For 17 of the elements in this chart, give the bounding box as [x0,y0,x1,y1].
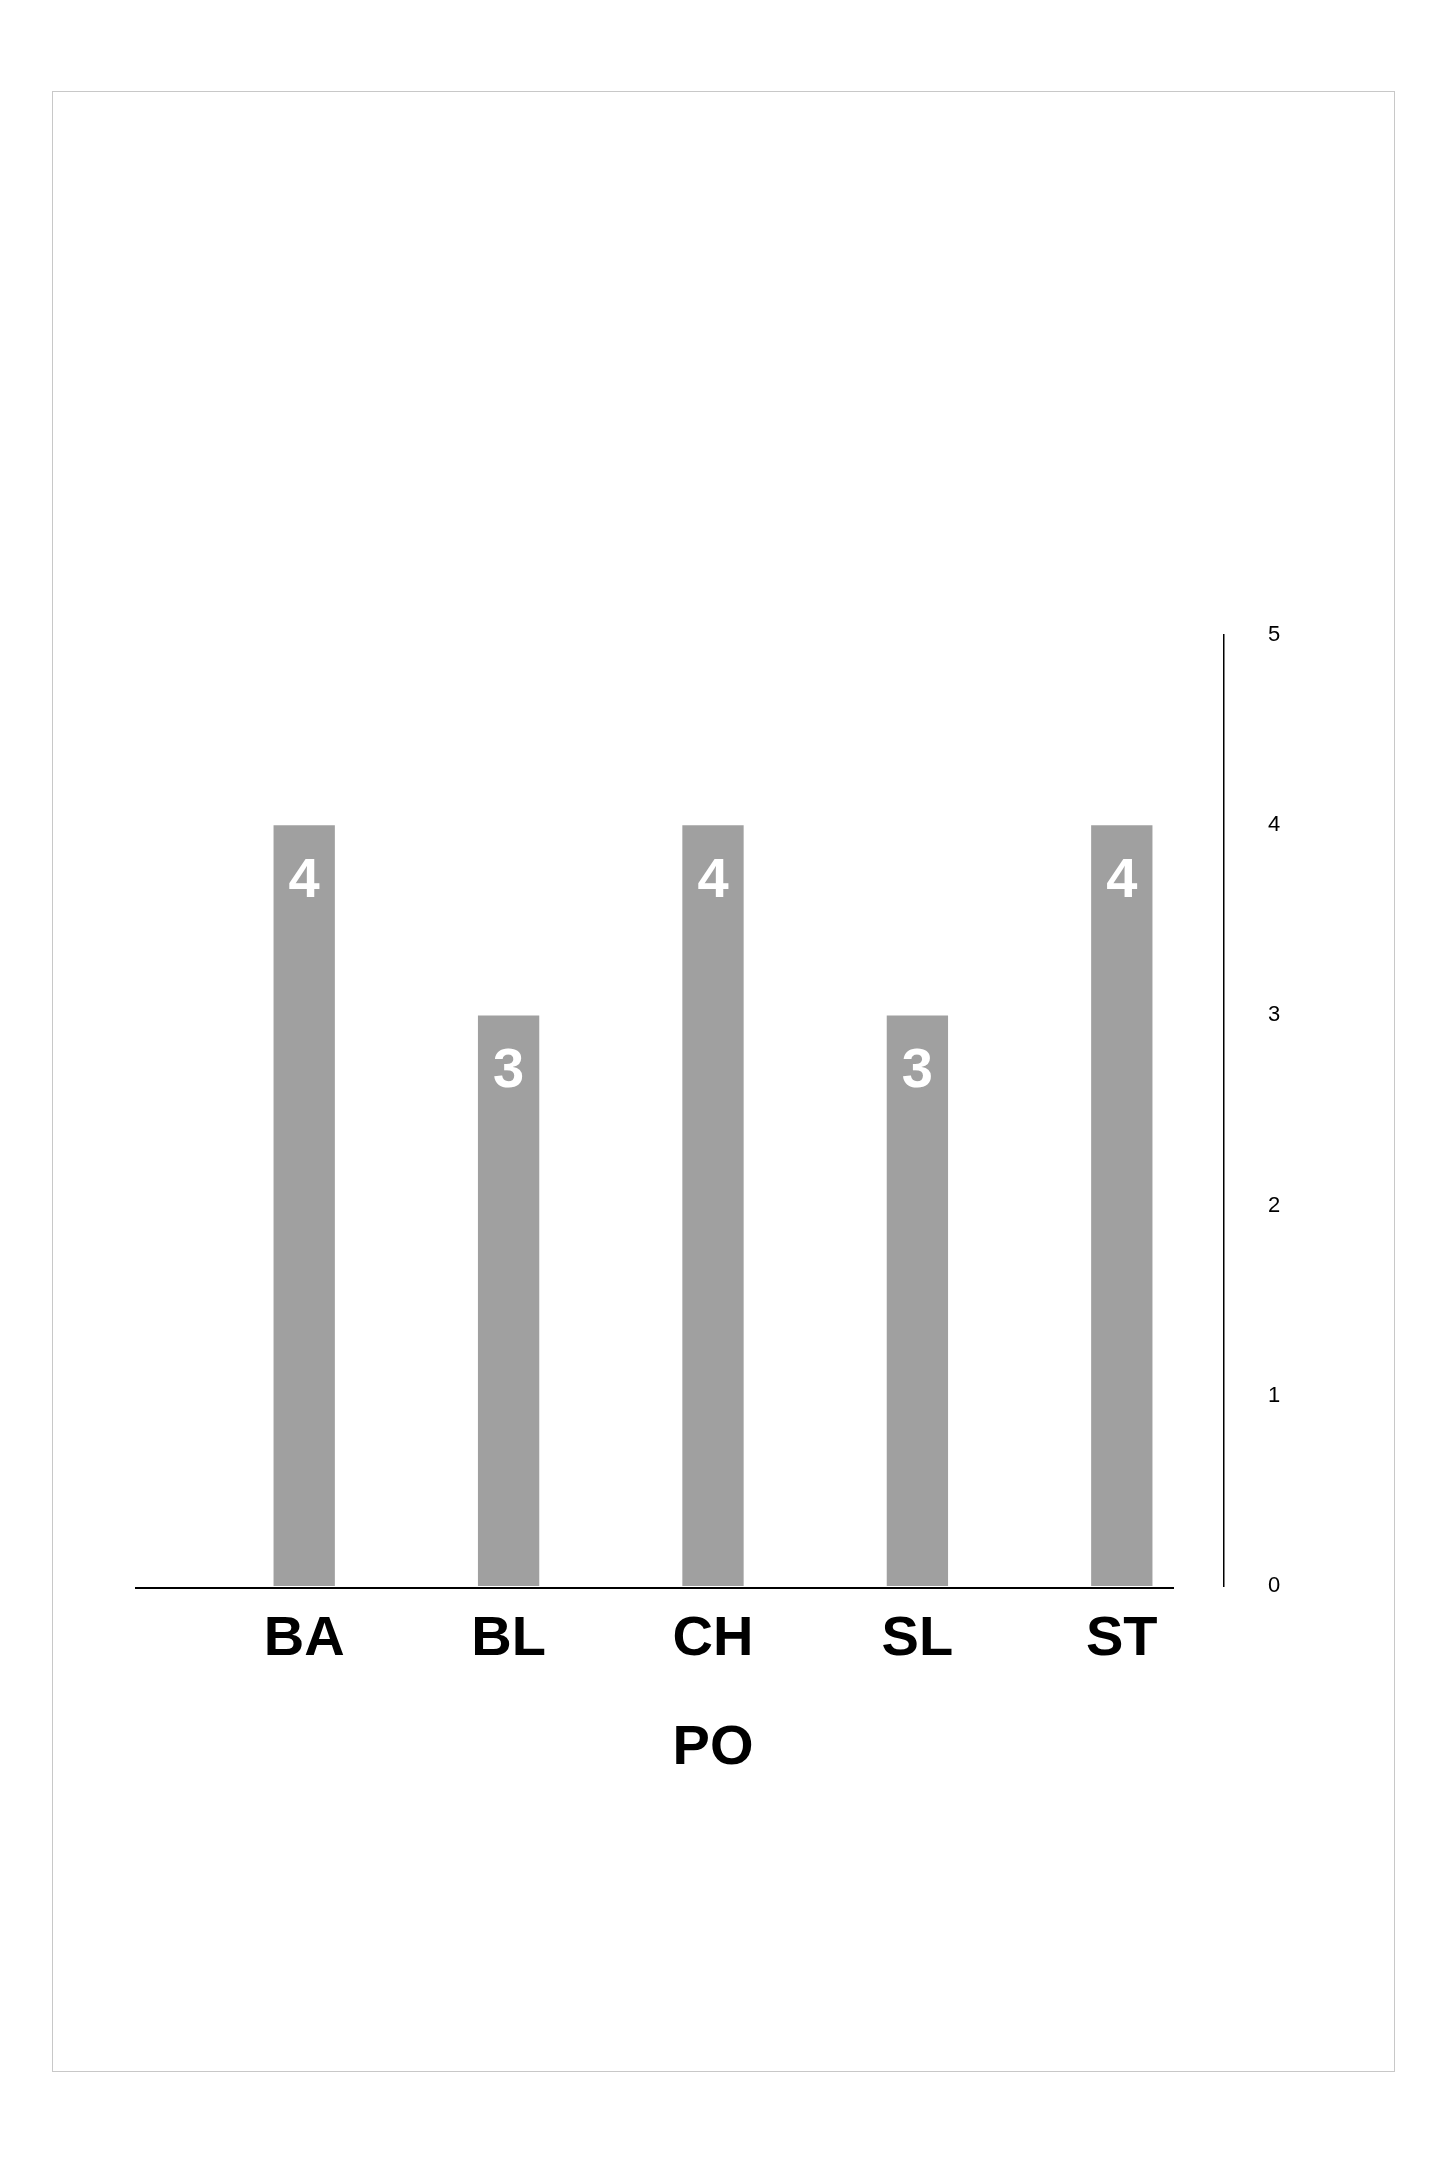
data-label: 4 [697,845,729,909]
x-tick-label: BA [263,1604,345,1668]
y-tick-label: 1 [1268,1381,1281,1407]
y-tick-label: 5 [1268,621,1281,647]
y-tick-label: 2 [1268,1191,1281,1217]
x-tick-label: CH [672,1604,754,1668]
y-tick-label: 4 [1268,811,1281,837]
x-tick-label: BL [471,1604,546,1668]
x-tick-label: SL [881,1604,954,1668]
data-label: 3 [901,1035,933,1099]
data-label: 4 [1106,845,1138,909]
x-axis-title: PO [672,1712,754,1776]
y-tick-label: 0 [1268,1572,1281,1598]
y-tick-label: 3 [1268,1001,1281,1027]
x-tick-label: ST [1086,1604,1158,1668]
data-label: 4 [288,845,320,909]
data-label: 3 [493,1035,525,1099]
